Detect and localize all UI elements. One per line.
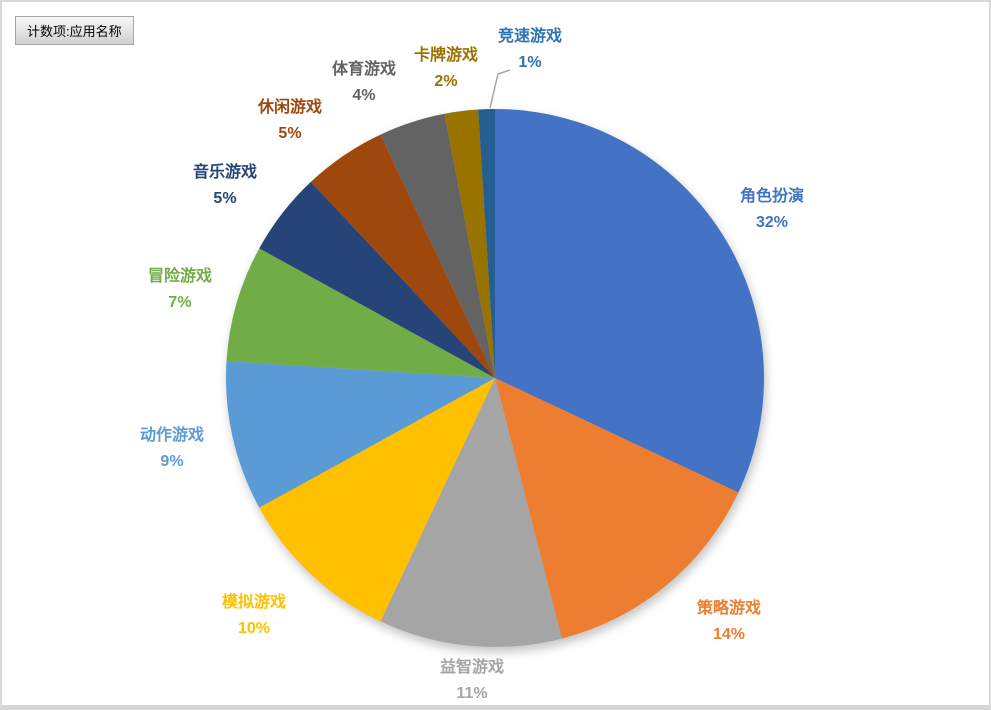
pie-label-percent: 4% xyxy=(352,87,376,104)
pie-label-percent: 32% xyxy=(755,214,789,231)
pie-label-racing: 竞速游戏 1% xyxy=(498,24,562,76)
pie-slice-racing[interactable] xyxy=(478,109,495,378)
pie-label-category: 益智游戏 xyxy=(439,659,505,676)
pie-slice-simulation[interactable] xyxy=(259,378,495,622)
pie-label-percent: 9% xyxy=(160,453,184,470)
pie-label-action: 动作游戏 9% xyxy=(140,423,204,475)
pivot-field-button[interactable]: 计数项:应用名称 xyxy=(15,16,134,45)
pie-label-category: 模拟游戏 xyxy=(221,594,287,611)
pie-label-category: 动作游戏 xyxy=(139,427,205,444)
pie-slice-strategy[interactable] xyxy=(495,378,739,639)
pie-label-simulation: 模拟游戏 10% xyxy=(222,590,286,642)
pie-label-adventure: 冒险游戏 7% xyxy=(148,264,212,316)
pie-slice-card[interactable] xyxy=(444,109,495,378)
pie-slices xyxy=(225,109,764,648)
pie-label-percent: 5% xyxy=(278,125,302,142)
pie-label-card: 卡牌游戏 2% xyxy=(414,43,478,95)
pie-label-puzzle: 益智游戏 11% xyxy=(439,655,505,705)
pie-label-casual: 休闲游戏 5% xyxy=(258,95,322,147)
pie-label-percent: 5% xyxy=(213,190,237,207)
pie-label-strategy: 策略游戏 14% xyxy=(697,596,761,648)
pie-label-percent: 7% xyxy=(168,294,192,311)
pie-label-category: 音乐游戏 xyxy=(192,164,258,181)
pie-label-category: 卡牌游戏 xyxy=(413,47,479,64)
pie-slice-sports[interactable] xyxy=(380,113,495,378)
pie-label-percent: 11% xyxy=(456,685,488,702)
pie-slice-music[interactable] xyxy=(259,181,495,378)
pie-label-category: 角色扮演 xyxy=(739,188,805,205)
pie-label-category: 策略游戏 xyxy=(696,600,762,617)
pie-label-category: 体育游戏 xyxy=(331,61,397,78)
pie-label-category: 竞速游戏 xyxy=(497,28,563,45)
pie-slice-adventure[interactable] xyxy=(226,248,495,378)
pie-label-music: 音乐游戏 5% xyxy=(193,160,257,212)
pie-slice-action[interactable] xyxy=(225,361,496,508)
pie-label-percent: 10% xyxy=(237,620,271,637)
pie-slice-role-playing[interactable] xyxy=(495,109,764,493)
pie-label-category: 冒险游戏 xyxy=(147,268,213,285)
pie-label-percent: 1% xyxy=(518,54,542,71)
pie-label-sports: 体育游戏 4% xyxy=(332,57,396,109)
leader-line-racing xyxy=(489,69,511,109)
pie-label-percent: 2% xyxy=(434,73,458,90)
pie-slice-casual[interactable] xyxy=(310,134,495,378)
pie-label-role-playing: 角色扮演 32% xyxy=(740,184,804,236)
pie-label-category: 休闲游戏 xyxy=(257,99,323,116)
pie-slice-puzzle[interactable] xyxy=(380,378,562,648)
pie-label-percent: 14% xyxy=(712,626,746,643)
